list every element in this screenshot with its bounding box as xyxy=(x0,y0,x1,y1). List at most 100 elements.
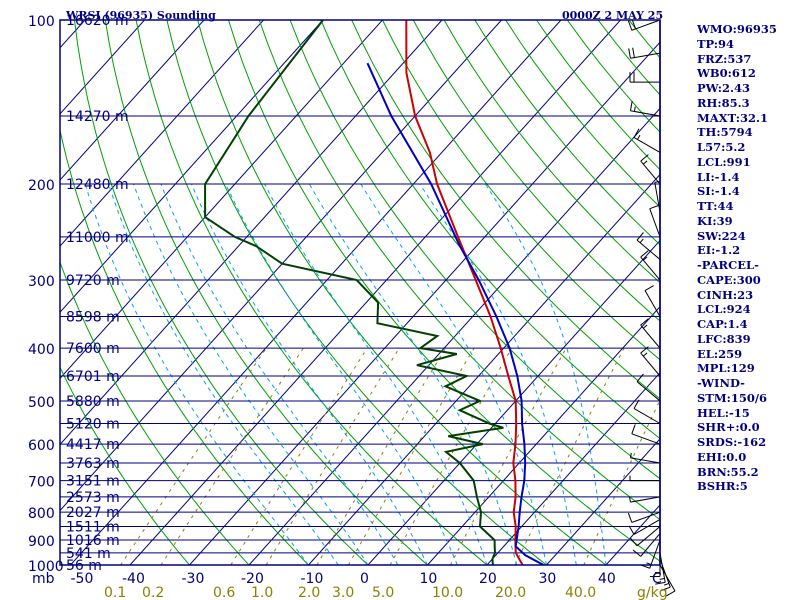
wind-barb xyxy=(629,475,660,482)
wind-barb xyxy=(633,128,661,153)
mixing-ratio-label: 10.0 xyxy=(432,585,463,600)
chart-datetime: 0000Z 2 MAY 25 xyxy=(562,9,663,22)
index-item: TH:5794 xyxy=(697,125,753,140)
wind-barb xyxy=(627,19,661,31)
index-item: LCL:991 xyxy=(697,154,751,169)
pressure-tick-label: 100 xyxy=(28,14,55,30)
isotherm-line xyxy=(308,173,660,565)
pressure-tick-label: 800 xyxy=(28,506,55,522)
height-label: 16620 m xyxy=(66,13,129,29)
index-item: EHI:0.0 xyxy=(697,449,747,464)
index-item: LCL:924 xyxy=(697,302,751,317)
dry-adiabat xyxy=(60,260,250,565)
wind-barb xyxy=(636,232,661,260)
height-label: 2027 m xyxy=(66,505,120,521)
height-label: 4417 m xyxy=(66,437,120,453)
isotherm-line xyxy=(60,20,264,247)
moist-adiabat xyxy=(191,183,428,565)
isotherm-line xyxy=(367,239,660,565)
index-item: TP:94 xyxy=(697,36,735,51)
height-label: 5880 m xyxy=(66,394,120,410)
index-item: KI:39 xyxy=(697,213,733,228)
wind-barb xyxy=(654,181,661,213)
temp-tick-label: 0 xyxy=(360,571,369,587)
index-item: WMO:96935 xyxy=(697,22,777,36)
dry-adiabat xyxy=(320,20,660,440)
isotherm-line xyxy=(0,20,26,565)
mixing-ratio-line xyxy=(160,347,304,565)
isotherm-line xyxy=(486,372,660,565)
pressure-tick-label: 200 xyxy=(28,178,55,194)
dry-adiabat xyxy=(228,20,660,562)
wind-barb xyxy=(631,424,661,445)
dry-adiabat xyxy=(135,20,488,565)
pressure-tick-label: 1000 xyxy=(28,559,64,575)
height-label: 5120 m xyxy=(66,416,120,432)
pressure-tick-label: 900 xyxy=(28,534,55,550)
height-label: 8598 m xyxy=(66,310,120,326)
height-label: 2573 m xyxy=(66,490,120,506)
mixing-ratio-line xyxy=(514,347,625,565)
index-panel: WMO:96935 TP:94 FRZ:537 WB0:612 PW:2.43 RH:85… xyxy=(697,22,797,494)
wind-barb xyxy=(655,552,666,585)
wind-barb xyxy=(627,511,661,523)
dry-adiabat xyxy=(382,20,660,361)
index-item: RH:85.3 xyxy=(697,95,750,110)
frame-layer xyxy=(59,19,661,566)
moist-adiabat xyxy=(108,183,339,565)
index-item: SRDS:-162 xyxy=(697,435,767,449)
index-item: CINH:23 xyxy=(697,287,754,302)
height-label: 3763 m xyxy=(66,456,120,472)
temp-tick-label: -50 xyxy=(71,571,94,587)
index-item: CAPE:300 xyxy=(697,272,761,287)
height-label: 3151 m xyxy=(66,474,120,490)
index-item: MAXT:32.1 xyxy=(697,110,768,125)
temp-tick-label: 10 xyxy=(420,571,438,587)
height-label: 1016 m xyxy=(66,533,120,549)
wind-barb xyxy=(630,526,661,547)
profiles-layer xyxy=(204,20,544,565)
dry-adiabat xyxy=(351,20,660,400)
mixing-ratio-label: 3.0 xyxy=(332,585,354,600)
height-label: 6701 m xyxy=(66,369,120,385)
isotherm-line xyxy=(189,41,660,565)
temp-tick-label: -30 xyxy=(182,571,205,587)
index-item: SHR+:0.0 xyxy=(697,420,760,435)
index-item: L57:5.2 xyxy=(697,140,746,154)
mixing-ratio-label: 0.1 xyxy=(104,585,126,600)
index-item: STM:150/6 xyxy=(697,390,768,405)
wind-barb xyxy=(640,250,661,281)
mixing-ratio-line xyxy=(583,399,660,565)
isotherm-line xyxy=(70,20,562,565)
index-item: -PARCEL- xyxy=(697,258,759,272)
dewpoint-profile xyxy=(204,20,504,565)
dry-adiabat xyxy=(197,20,607,565)
height-label: 14270 m xyxy=(66,109,129,125)
mixing-ratio-label: 40.0 xyxy=(565,585,596,600)
index-item: WB0:612 xyxy=(697,66,756,81)
mixing-ratio-label: 20.0 xyxy=(495,585,526,600)
mixing-ratio-label: 0.2 xyxy=(142,585,164,600)
pressure-tick-label: 400 xyxy=(28,342,55,358)
wind-barb xyxy=(640,318,661,349)
wind-barb xyxy=(628,519,661,535)
dry-adiabat xyxy=(412,20,660,322)
height-label: 541 m xyxy=(66,546,111,562)
pressure-axis-unit: mb xyxy=(32,571,55,587)
moist-adiabat xyxy=(308,183,518,565)
isotherm-line xyxy=(60,20,324,313)
pressure-tick-label: 600 xyxy=(28,438,55,454)
index-item: CAP:1.4 xyxy=(697,317,748,331)
wind-barb xyxy=(629,496,661,503)
chart-title: WRSI (96935) Sounding xyxy=(65,9,216,22)
moist-adiabat xyxy=(133,183,369,565)
isotherm-line xyxy=(248,107,660,565)
index-item: EI:-1.2 xyxy=(697,243,741,258)
height-label: 7600 m xyxy=(66,341,120,357)
index-item: LI:-1.4 xyxy=(697,169,740,184)
grid-layer xyxy=(0,20,660,565)
mixing-ratio-label: 5.0 xyxy=(372,585,394,600)
isotherm-line xyxy=(546,438,660,565)
height-label: 56 m xyxy=(66,558,102,574)
